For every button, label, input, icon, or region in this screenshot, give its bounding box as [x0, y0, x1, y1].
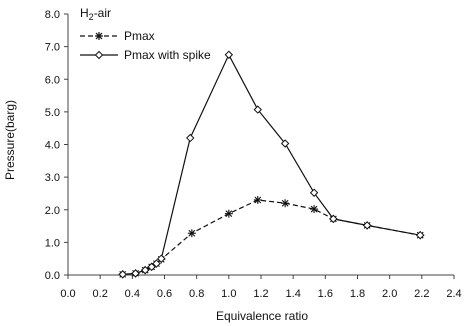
data-point: [157, 254, 166, 263]
x-tick-label: 1.8: [350, 288, 365, 300]
data-point: [152, 259, 161, 268]
y-tick-label: 5.0: [45, 107, 60, 119]
y-axis-title: Pressure(barg): [3, 100, 17, 180]
legend-heading-subscript: 2: [89, 12, 94, 22]
data-point: [329, 214, 338, 224]
x-tick-label: 0.8: [189, 288, 204, 300]
data-point: [309, 188, 319, 197]
data-point: [416, 230, 425, 240]
y-tick-label: 8.0: [45, 9, 60, 21]
x-tick-label: 2.4: [446, 288, 461, 300]
y-tick-label: 1.0: [45, 237, 60, 249]
series-pmax-with-spike: [118, 50, 425, 279]
x-axis-title: Equivalence ratio: [216, 309, 308, 323]
series-pmax: [118, 195, 425, 279]
x-tick-label: 1.0: [221, 288, 236, 300]
x-tick-label: 2.2: [414, 288, 429, 300]
data-point: [118, 270, 127, 279]
legend-heading-rest: -air: [94, 6, 111, 20]
x-tick-label: 1.4: [286, 288, 301, 300]
y-tick-label: 4.0: [45, 140, 60, 152]
series-line-pmax-with-spike: [122, 53, 421, 275]
data-point: [131, 269, 140, 278]
x-tick-label: 0.4: [125, 288, 140, 300]
x-tick-label: 0.2: [93, 288, 108, 300]
x-tick-label: 1.6: [318, 288, 333, 300]
data-point: [140, 265, 150, 275]
data-point: [253, 195, 262, 204]
plot-area: 0.0 1.0 2.0 3.0 4.0 5.0 6.0 7.0 8.0 0.0 0.2 0.4 0.6…: [45, 9, 462, 300]
x-ticks: 0.0 0.2 0.4 0.6 0.8 1.0 1.2 1.4 1.6 1.8 2.0 2.2 2.4: [60, 275, 462, 300]
x-tick-label: 2.0: [382, 288, 397, 300]
y-ticks: 0.0 1.0 2.0 3.0 4.0 5.0 6.0 7.0 8.0: [45, 9, 68, 282]
data-point: [362, 221, 372, 230]
x-tick-label: 0.0: [60, 288, 75, 300]
x-tick-label: 0.6: [157, 288, 172, 300]
y-tick-label: 7.0: [45, 42, 60, 54]
data-point: [186, 133, 195, 143]
y-tick-label: 0.0: [45, 270, 60, 282]
data-point: [280, 139, 290, 148]
legend-label-pmax-spike: Pmax with spike: [124, 48, 211, 62]
series-layer: [118, 50, 425, 279]
y-tick-label: 3.0: [45, 172, 60, 184]
series-line-pmax: [122, 199, 421, 275]
legend-marker-pmax: [95, 32, 103, 40]
legend-heading-main: H: [80, 6, 89, 20]
y-tick-label: 6.0: [45, 74, 60, 86]
data-point: [310, 205, 319, 214]
data-point: [147, 262, 156, 272]
legend-marker-pmax-spike: [94, 50, 104, 60]
legend: H2-air Pmax Pmax with spike: [80, 6, 211, 62]
data-point: [224, 209, 233, 218]
legend-label-pmax: Pmax: [124, 29, 155, 43]
legend-heading: H2-air: [80, 6, 111, 22]
data-point: [224, 50, 234, 59]
data-point: [253, 105, 262, 114]
data-point: [281, 199, 290, 208]
x-tick-label: 1.2: [253, 288, 268, 300]
y-tick-label: 2.0: [45, 205, 60, 217]
data-point: [187, 229, 196, 238]
